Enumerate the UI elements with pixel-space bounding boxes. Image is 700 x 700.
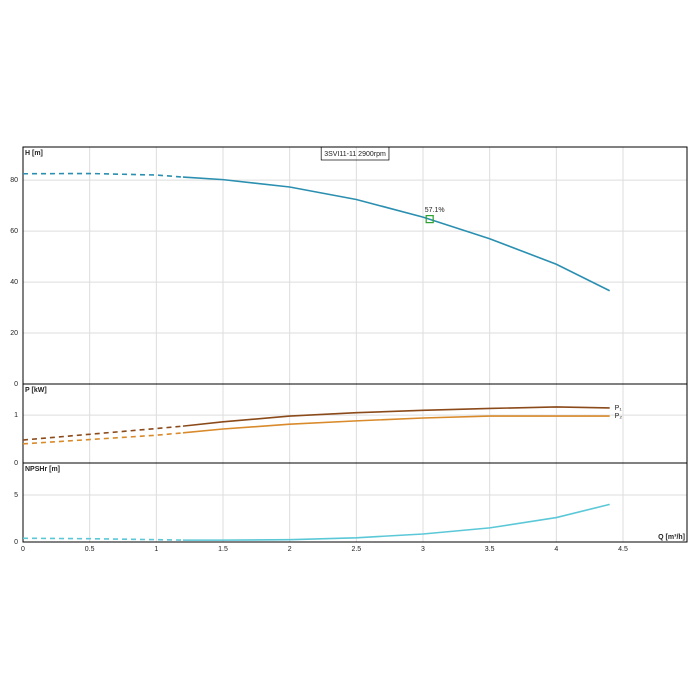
panel-frame	[22, 383, 688, 464]
annotation: 57.1%	[425, 207, 445, 214]
y-tick-label: 0	[14, 381, 18, 388]
y-axis-label: P [kW]	[25, 387, 47, 394]
y-tick-label: 80	[10, 177, 18, 184]
chart-title: 3SVI11-11 2900rpm	[324, 151, 386, 158]
x-tick-label: 4	[554, 546, 558, 553]
y-tick-label: 0	[14, 539, 18, 546]
panel-frame	[22, 462, 688, 543]
y-axis-label: H [m]	[25, 150, 43, 157]
legend-label: P₁	[615, 405, 623, 412]
x-tick-label: 0.5	[85, 546, 95, 553]
title-box	[320, 146, 390, 161]
y-tick-label: 40	[10, 279, 18, 286]
y-tick-label: 1	[14, 412, 18, 419]
y-tick-label: 20	[10, 330, 18, 337]
y-axis-label: NPSHr [m]	[25, 466, 60, 473]
x-tick-label: 1.5	[218, 546, 228, 553]
y-tick-label: 60	[10, 228, 18, 235]
x-tick-label: 3	[421, 546, 425, 553]
x-tick-label: 2	[288, 546, 292, 553]
x-tick-label: 2.5	[351, 546, 361, 553]
series-line	[22, 432, 184, 445]
series-line	[182, 176, 611, 292]
y-tick-label: 0	[14, 460, 18, 467]
panel-frame	[22, 146, 688, 385]
y-tick-label: 5	[14, 492, 18, 499]
x-tick-label: 4.5	[618, 546, 628, 553]
series-line	[22, 425, 184, 441]
x-tick-label: 1	[154, 546, 158, 553]
series-line	[22, 537, 184, 541]
x-tick-label: 0	[21, 546, 25, 553]
series-line	[183, 503, 610, 541]
series-line	[182, 415, 610, 434]
series-line	[22, 172, 184, 178]
x-tick-label: 3.5	[485, 546, 495, 553]
x-axis-label: Q [m³/h]	[658, 534, 685, 541]
operating-point	[425, 215, 434, 224]
legend-label: P₂	[615, 413, 623, 420]
series-line	[182, 406, 610, 427]
